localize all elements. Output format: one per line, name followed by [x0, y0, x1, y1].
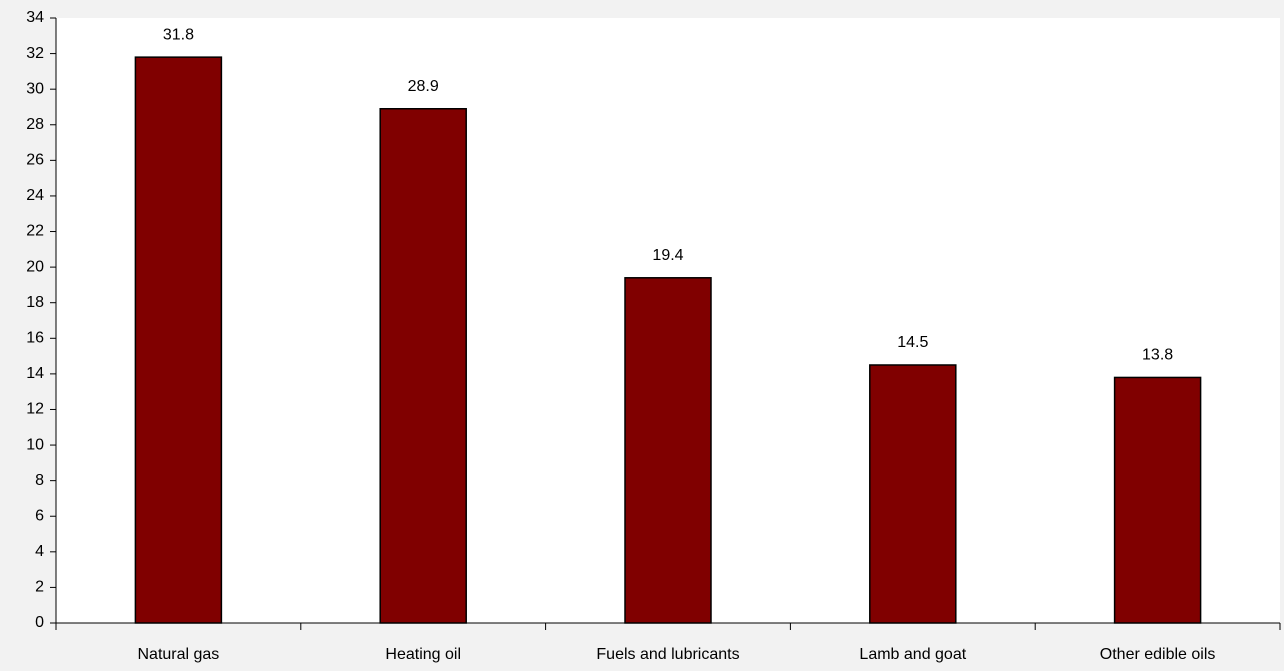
- y-tick-label: 28: [26, 116, 44, 133]
- y-tick-label: 18: [26, 294, 44, 311]
- y-tick-label: 10: [26, 436, 44, 453]
- data-label: 19.4: [652, 247, 683, 264]
- bar: [1113, 376, 1202, 624]
- bar: [379, 108, 467, 624]
- y-tick-label: 14: [26, 365, 44, 382]
- y-tick-label: 32: [26, 45, 44, 62]
- data-label: 31.8: [163, 26, 194, 43]
- y-tick-label: 12: [26, 401, 44, 418]
- data-label: 28.9: [408, 78, 439, 95]
- x-tick-label: Other edible oils: [1100, 646, 1216, 663]
- y-tick-label: 26: [26, 152, 44, 169]
- bar: [134, 56, 223, 624]
- y-tick-label: 4: [35, 543, 44, 560]
- y-tick-label: 16: [26, 330, 44, 347]
- y-tick-label: 30: [26, 80, 44, 97]
- x-tick-label: Fuels and lubricants: [596, 646, 739, 663]
- x-tick-label: Heating oil: [385, 646, 461, 663]
- y-tick-label: 2: [35, 579, 44, 596]
- bar: [624, 277, 712, 624]
- bar: [869, 364, 957, 624]
- data-label: 14.5: [897, 334, 928, 351]
- y-tick-label: 34: [26, 9, 44, 26]
- y-tick-label: 8: [35, 472, 44, 489]
- y-tick-label: 24: [26, 187, 44, 204]
- data-label: 13.8: [1142, 347, 1173, 364]
- x-tick-label: Natural gas: [137, 646, 219, 663]
- x-tick-label: Lamb and goat: [859, 646, 966, 663]
- y-tick-label: 22: [26, 223, 44, 240]
- y-tick-label: 6: [35, 507, 44, 524]
- y-tick-label: 0: [35, 614, 44, 631]
- y-tick-label: 20: [26, 258, 44, 275]
